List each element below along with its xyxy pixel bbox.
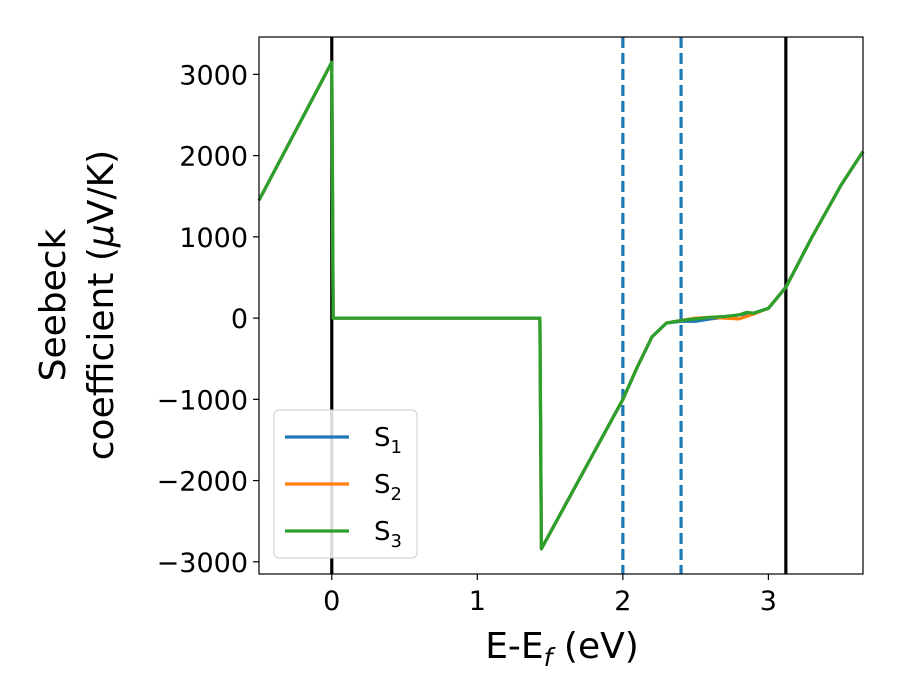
y-axis-label-unit: V/K) bbox=[81, 150, 122, 224]
x-axis-label-unit: (eV) bbox=[552, 626, 638, 667]
legend: S1 S2 S3 bbox=[273, 409, 418, 559]
y-tick-label: −3000 bbox=[157, 548, 248, 579]
x-axis-label: E-Ef (eV) bbox=[485, 626, 639, 672]
y-axis-label-line2: coefficient (μV/K) bbox=[81, 150, 122, 460]
y-tick-label: 2000 bbox=[179, 142, 248, 173]
x-tick-label: 1 bbox=[469, 586, 486, 617]
y-tick-label: 3000 bbox=[179, 60, 248, 91]
legend-label-s2: S2 bbox=[374, 470, 402, 505]
series-line-s3 bbox=[257, 60, 865, 551]
plot-frame bbox=[258, 36, 864, 575]
x-tick-label: 2 bbox=[614, 586, 631, 617]
legend-label-s3: S3 bbox=[374, 517, 402, 552]
y-tick-label: 0 bbox=[231, 304, 248, 335]
y-axis-label-line1: Seebeck bbox=[33, 228, 74, 381]
y-tick-label: 1000 bbox=[179, 223, 248, 254]
y-axis-label: Seebeck coefficient (μV/K) bbox=[33, 150, 122, 460]
y-tick-label: −1000 bbox=[157, 385, 248, 416]
x-tick-label: 0 bbox=[323, 586, 340, 617]
x-axis-label-main: E-E bbox=[485, 626, 543, 667]
x-tick-label: 3 bbox=[760, 586, 777, 617]
series-lines bbox=[257, 60, 865, 551]
y-axis-ticks: 3000 2000 1000 0 −1000 −2000 −3000 bbox=[157, 60, 259, 579]
legend-label-s1: S1 bbox=[374, 423, 402, 458]
y-axis-label-mu: μ bbox=[81, 224, 122, 248]
y-tick-label: −2000 bbox=[157, 467, 248, 498]
x-axis-ticks: 0 1 2 3 bbox=[323, 574, 777, 617]
y-axis-label-coefficient: coefficient ( bbox=[81, 247, 122, 460]
